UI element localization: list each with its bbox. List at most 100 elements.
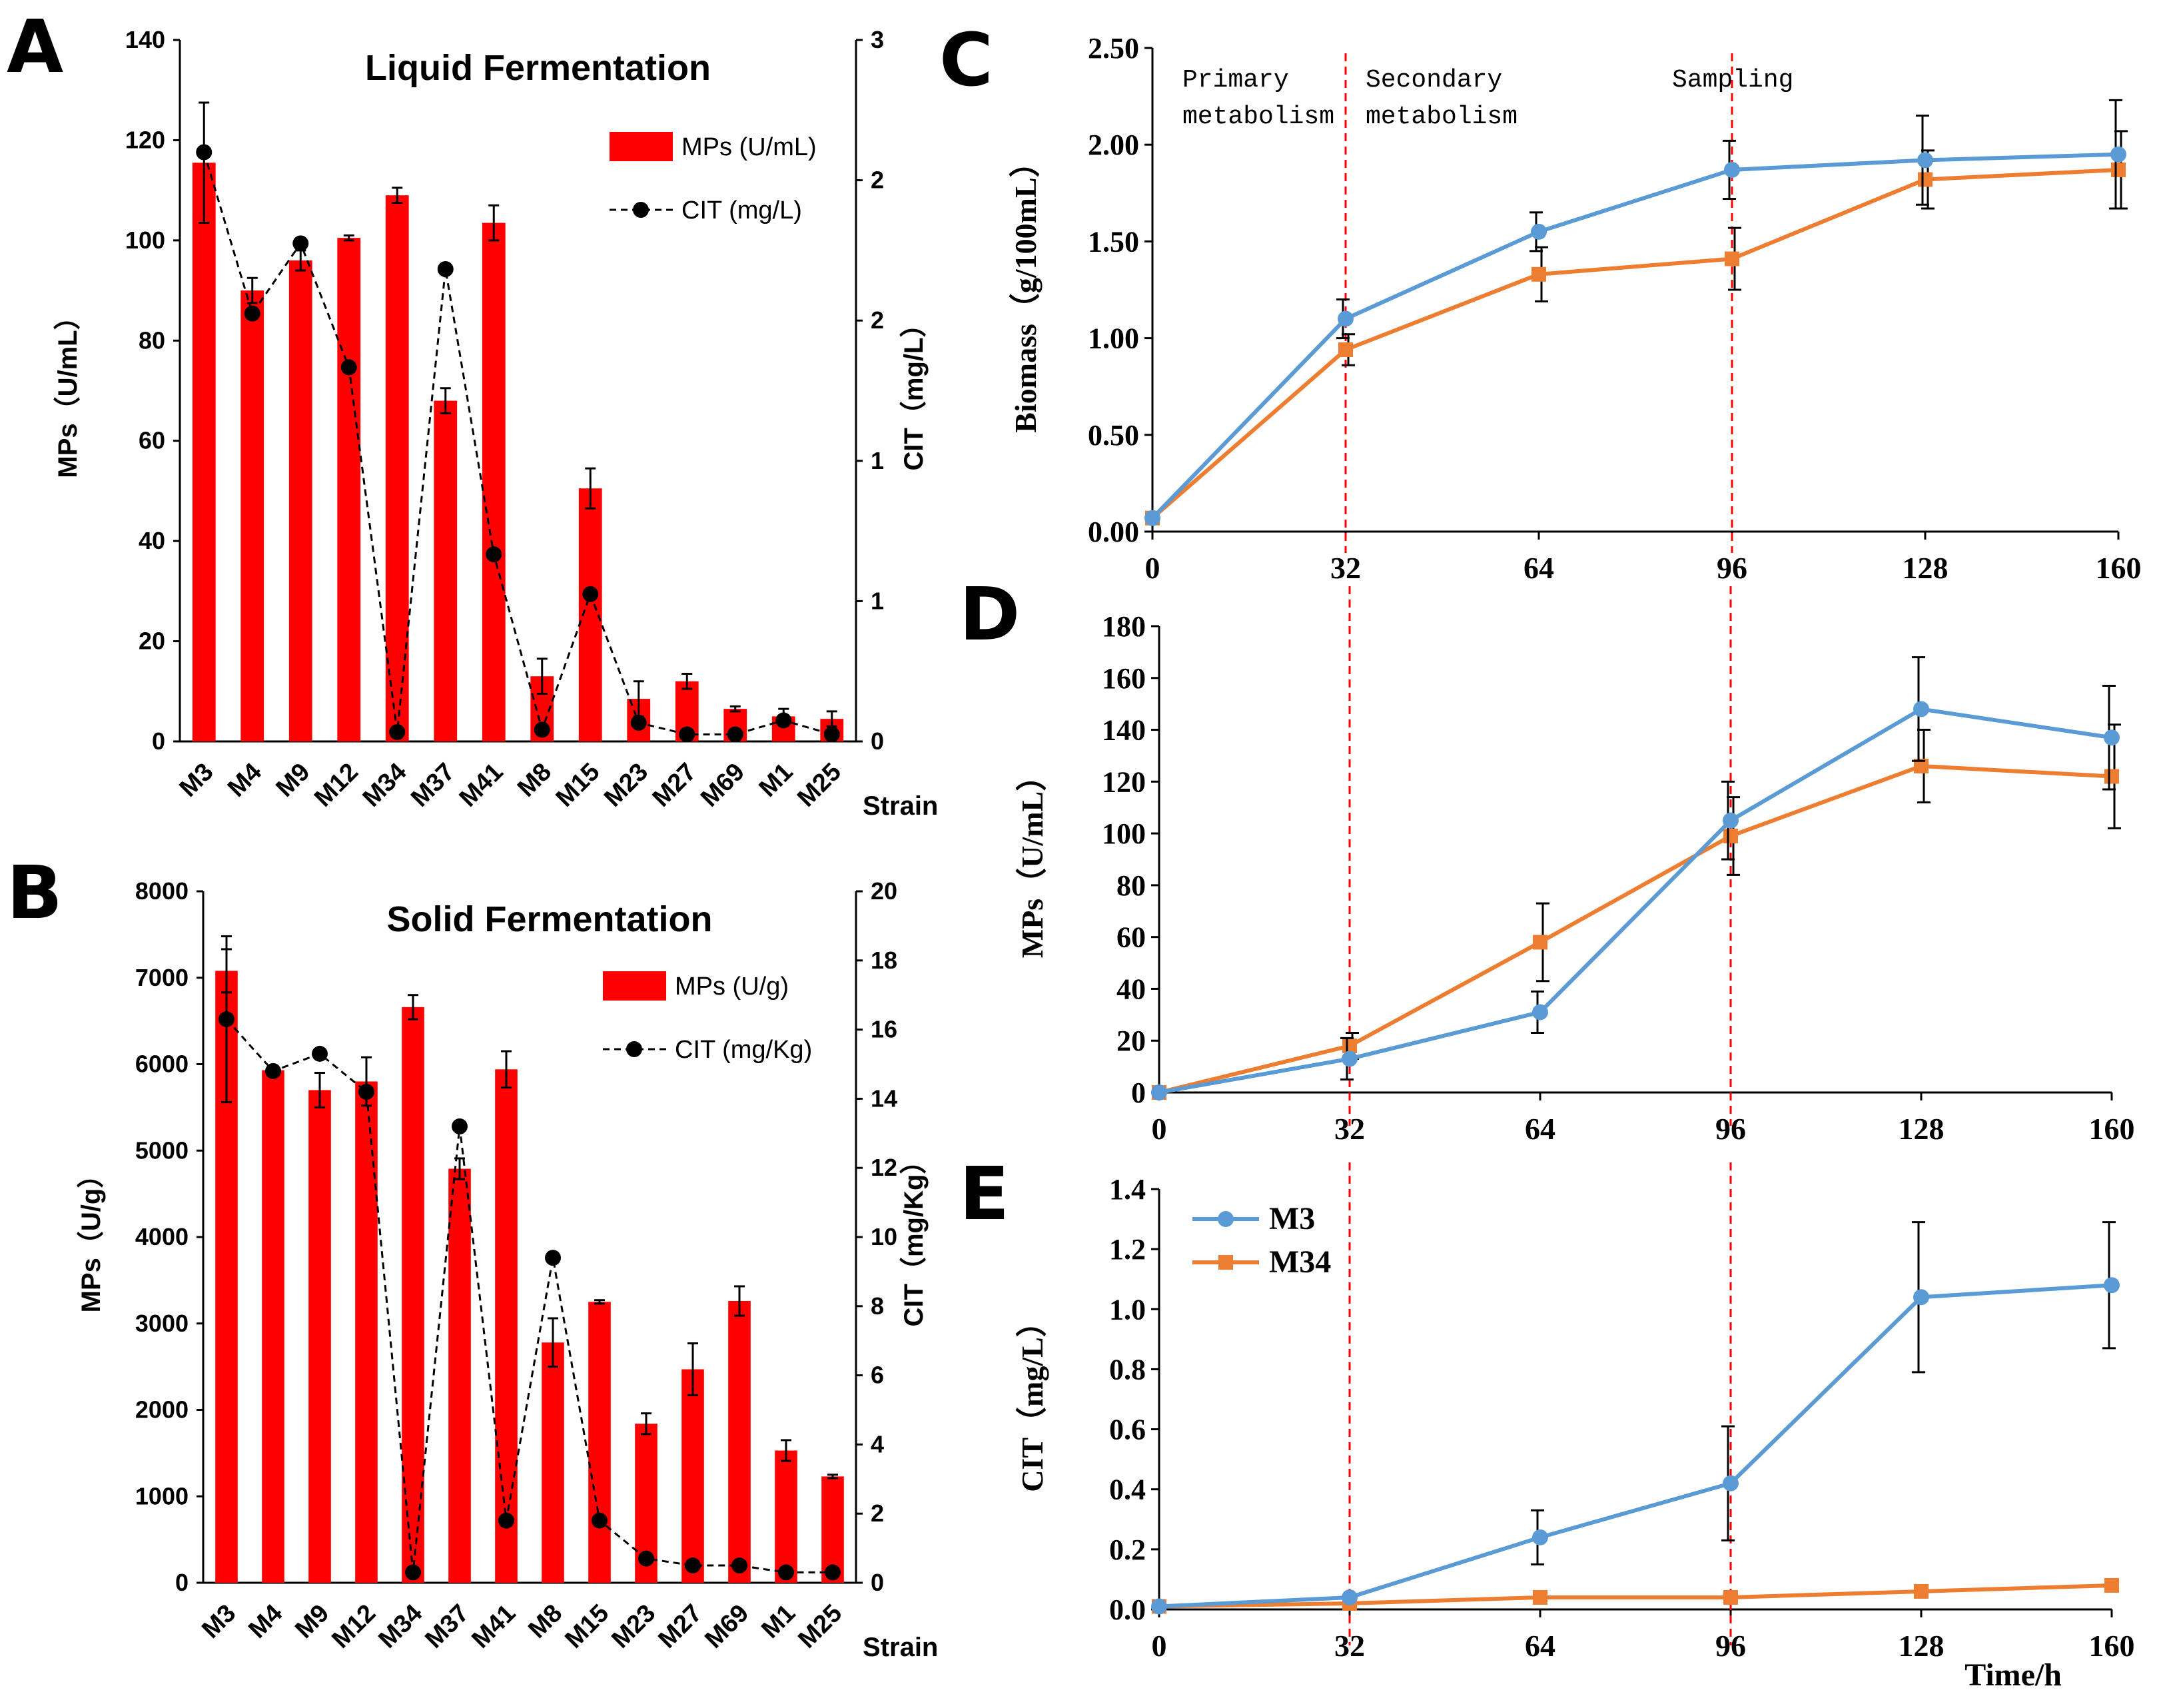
x-tick-label: 160 (2089, 1112, 2135, 1146)
y-tick-label: 3000 (135, 1310, 189, 1337)
x-tick-label: M9 (290, 1599, 334, 1644)
x-tick-label: 64 (1523, 551, 1554, 585)
marker-m3 (1532, 1004, 1548, 1021)
chart-title: Solid Fermentation (386, 899, 712, 939)
x-tick-label: M4 (222, 758, 267, 803)
legend-label-m3: M3 (1269, 1201, 1315, 1236)
marker-m34 (1533, 1589, 1547, 1605)
marker-m3 (1723, 1475, 1739, 1492)
marker-m3 (1531, 223, 1547, 240)
x-tick-label: M23 (599, 758, 653, 813)
y2-tick-label: 14 (871, 1084, 897, 1112)
marker-m3 (1144, 510, 1160, 526)
x-tick-label: M37 (420, 1599, 474, 1654)
y-axis-title: CIT（mg/L） (1015, 1306, 1049, 1492)
x-tick-label: M34 (373, 1599, 428, 1654)
cit-point-m41 (486, 546, 502, 563)
y-tick-label: 5000 (135, 1136, 189, 1164)
y-tick-label: 80 (139, 326, 165, 354)
x-tick-label: M12 (326, 1599, 381, 1654)
y2-tick-label: 3 (871, 26, 884, 53)
x-tick-label: M9 (271, 758, 316, 803)
marker-m3 (1913, 701, 1929, 717)
bar-m1 (775, 1450, 797, 1583)
y-tick-label: 2000 (135, 1396, 189, 1424)
y2-tick-label: 6 (871, 1362, 884, 1389)
y2-axis-title: CIT（mg/L） (899, 311, 929, 471)
chart-panel-e: 0.00.20.40.60.81.01.21.40 32 64 96 128 160CIT… (1015, 1162, 2135, 1693)
x-tick-label: M4 (243, 1599, 288, 1644)
y2-tick-label: 18 (871, 947, 897, 974)
legend-marker-m3 (1218, 1211, 1234, 1227)
x-tick-label: M69 (699, 1599, 754, 1654)
x-tick-label: M27 (653, 1599, 707, 1654)
y-tick-label: 120 (1102, 765, 1146, 798)
cit-point-m23 (638, 1550, 654, 1567)
bar-m15 (588, 1302, 611, 1583)
cit-point-m12 (340, 359, 357, 376)
x-axis-title: Strain (863, 791, 938, 821)
cit-point-m37 (437, 260, 454, 277)
marker-m3 (1532, 1529, 1548, 1545)
y-tick-label: 60 (139, 427, 165, 454)
cit-point-m69 (727, 726, 743, 743)
series-line-m34 (1158, 1583, 2112, 1609)
series-line-m3 (1150, 152, 2119, 520)
x-tick-label: M1 (756, 1599, 801, 1644)
x-axis-title: Time/h (1964, 1657, 2062, 1693)
panel-b-label: B (7, 850, 63, 935)
y2-axis-title: CIT（mg/Kg） (899, 1148, 929, 1327)
marker-m34 (1531, 266, 1546, 282)
cit-line (203, 152, 833, 735)
legend-label-cit: CIT (mg/Kg) (675, 1036, 812, 1064)
y2-tick-label: 8 (871, 1292, 884, 1320)
cit-point-m8 (545, 1250, 561, 1266)
legend-marker-cit (633, 202, 649, 218)
bar-m12 (355, 1081, 378, 1583)
marker-m34 (1914, 759, 1929, 773)
x-tick-label: M12 (309, 758, 364, 813)
x-tick-label: 128 (1899, 1629, 1945, 1663)
x-tick-label: M15 (551, 758, 606, 813)
x-axis-title: Strain (863, 1633, 938, 1662)
cit-point-m23 (630, 714, 647, 731)
y2-tick-label: 2 (871, 167, 884, 194)
x-tick-label: 0 (1145, 551, 1160, 585)
y-tick-label: 0.4 (1109, 1474, 1146, 1506)
y2-tick-label: 4 (871, 1430, 884, 1458)
y-tick-label: 6000 (135, 1051, 189, 1078)
legend-marker-m34 (1218, 1255, 1233, 1270)
legend-swatch-mps (610, 132, 673, 161)
legend-label-cit: CIT (mg/L) (681, 197, 802, 224)
x-tick-label: M34 (358, 758, 412, 813)
y-tick-label: 100 (125, 226, 165, 254)
cit-point-m34 (389, 723, 406, 740)
y2-tick-label: 2 (871, 306, 884, 334)
x-tick-label: M27 (648, 758, 702, 813)
marker-m34 (1725, 251, 1739, 266)
y-tick-label: 0.0 (1109, 1593, 1146, 1626)
marker-m34 (1338, 342, 1353, 358)
bar-m3 (192, 163, 216, 741)
y-tick-label: 4000 (135, 1223, 189, 1250)
cit-point-m9 (312, 1045, 328, 1062)
bar-m4 (240, 290, 264, 742)
chart-panel-b: 0 1000 2000 3000 4000 5000 6000 7000 8000 0 2 4 6 8 10… (77, 877, 938, 1662)
marker-m3 (1151, 1598, 1167, 1615)
marker-m3 (1723, 812, 1739, 829)
x-tick-label: M23 (606, 1599, 661, 1654)
bar-m41 (495, 1069, 518, 1583)
series-line-m3 (1158, 707, 2112, 1094)
cit-point-m12 (358, 1084, 374, 1100)
panel-a-label: A (7, 4, 63, 89)
panel-e-label: E (959, 1151, 1009, 1236)
y-axis-title: Biomass（g/100mL） (1009, 147, 1043, 432)
y-axis-title: MPs（U/g） (77, 1162, 106, 1313)
marker-m3 (1342, 1051, 1358, 1067)
bar-m12 (337, 238, 361, 741)
y-tick-label: 80 (1116, 869, 1146, 902)
x-tick-label: M15 (560, 1599, 614, 1654)
cit-point-m27 (679, 726, 695, 743)
marker-m34 (1533, 935, 1547, 950)
